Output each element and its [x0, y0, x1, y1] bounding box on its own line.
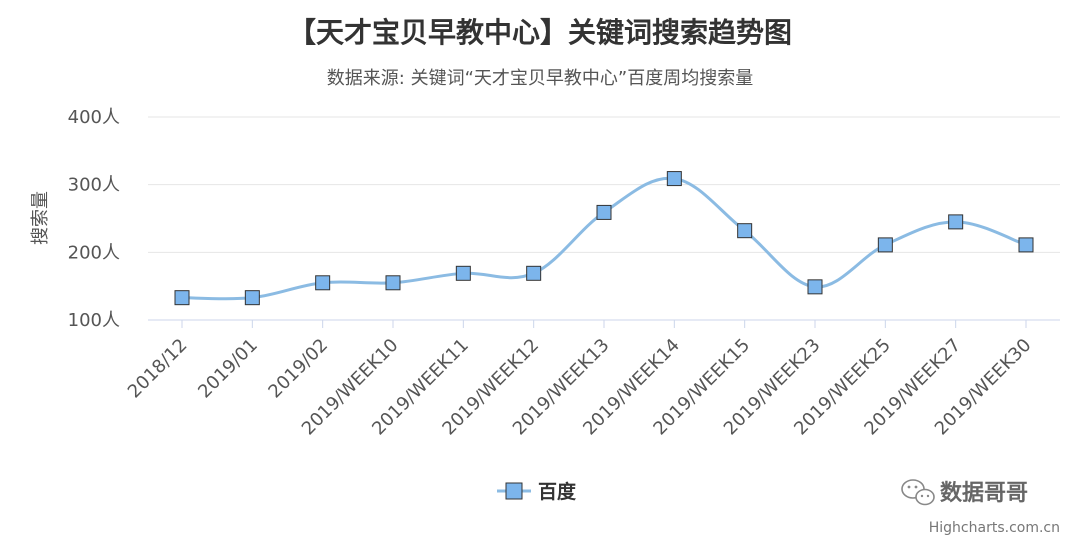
data-point[interactable] [526, 265, 542, 281]
legend[interactable]: 百度 [497, 480, 577, 503]
legend-label: 百度 [538, 480, 577, 503]
data-point[interactable] [174, 290, 190, 306]
data-point[interactable] [315, 275, 331, 291]
x-tick-label: 2018/12 [124, 335, 192, 403]
y-tick-label: 200人 [68, 242, 120, 263]
data-point[interactable] [666, 171, 682, 187]
credit-link[interactable]: Highcharts.com.cn [929, 520, 1060, 536]
chart-title: 【天才宝贝早教中心】关键词搜索趋势图 [288, 16, 792, 49]
series-line [181, 176, 1027, 301]
series-layer [174, 171, 1034, 306]
data-point[interactable] [807, 279, 823, 295]
x-axis-ticks: 2018/12 2019/01 2019/022019/WEEK102019/WEE… [124, 320, 1036, 439]
data-point[interactable] [455, 265, 471, 281]
data-point[interactable] [1018, 237, 1034, 253]
data-point[interactable] [385, 275, 401, 291]
y-tick-label: 100人 [68, 310, 120, 331]
y-tick-label: 400人 [68, 107, 120, 128]
y-axis-label: 搜索量 [30, 191, 51, 245]
data-point[interactable] [737, 223, 753, 239]
y-tick-label: 300人 [68, 175, 120, 196]
data-point[interactable] [244, 290, 260, 306]
watermark: 数据哥哥 [901, 479, 1028, 506]
x-tick-label: 2019/02 [264, 335, 332, 403]
data-point[interactable] [948, 214, 964, 230]
data-point[interactable] [877, 237, 893, 253]
legend-marker [505, 482, 523, 500]
chart-subtitle: 数据来源: 关键词“天才宝贝早教中心”百度周均搜索量 [327, 68, 753, 89]
watermark-label: 数据哥哥 [940, 480, 1028, 506]
y-axis-ticks: 100人 200人 300人 400人 [68, 107, 120, 331]
data-point[interactable] [596, 204, 612, 220]
x-tick-label: 2019/01 [194, 335, 262, 403]
wechat-icon [901, 479, 935, 506]
